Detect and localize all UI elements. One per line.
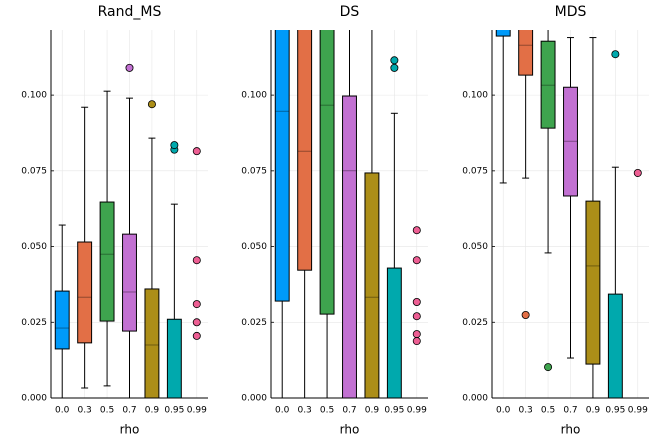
x-tick-label: 0.95 — [164, 406, 184, 416]
box — [99, 201, 115, 322]
box — [364, 172, 380, 398]
x-tick-label: 0.9 — [586, 406, 601, 416]
x-axis-label: rho — [340, 423, 360, 437]
box — [585, 200, 601, 365]
x-tick-label: 0.99 — [407, 406, 427, 416]
outlier — [412, 256, 421, 265]
x-tick-label: 0.0 — [55, 406, 70, 416]
y-tick-label: 0.050 — [241, 242, 267, 252]
outlier — [412, 330, 421, 339]
subplot: DS rho 0.000 0.025 0.050 0.075 0.100 0.0 0.3 0.5 0… — [241, 4, 428, 437]
box — [297, 30, 313, 271]
x-tick-label: 0.95 — [605, 406, 625, 416]
box — [518, 30, 534, 76]
box — [166, 318, 182, 398]
box — [607, 293, 623, 398]
x-tick-label: 0.3 — [77, 406, 91, 416]
box — [495, 30, 511, 37]
x-tick-label: 0.5 — [541, 406, 555, 416]
outlier — [192, 318, 201, 327]
outlier — [544, 363, 553, 372]
x-tick-label: 0.7 — [563, 406, 577, 416]
x-tick-label: 0.99 — [187, 406, 207, 416]
outlier — [633, 168, 642, 177]
y-tick-label: 0.075 — [241, 166, 267, 176]
outlier — [611, 50, 620, 59]
x-tick-label: 0.0 — [496, 406, 511, 416]
subplot: MDS rho 0.000 0.025 0.050 0.075 0.100 0.0 0.3 0.5… — [462, 4, 649, 437]
box — [319, 30, 335, 315]
x-tick-label: 0.7 — [342, 406, 356, 416]
box — [144, 288, 160, 398]
outlier — [192, 331, 201, 340]
outlier — [192, 147, 201, 156]
box — [563, 86, 578, 197]
x-tick-label: 0.3 — [518, 406, 532, 416]
outlier — [390, 63, 399, 72]
x-tick-label: 0.95 — [384, 406, 404, 416]
box — [54, 290, 70, 350]
y-tick-label: 0.050 — [21, 242, 47, 252]
outlier — [170, 141, 179, 150]
y-tick-label: 0.100 — [21, 91, 47, 101]
y-tick-label: 0.025 — [241, 318, 267, 328]
subplot-title: DS — [340, 4, 360, 20]
plot-area — [274, 30, 421, 398]
outlier — [412, 312, 421, 321]
outlier — [192, 256, 201, 265]
y-tick-label: 0.000 — [241, 394, 267, 404]
x-tick-label: 0.0 — [275, 406, 290, 416]
box — [386, 267, 402, 398]
box — [274, 30, 290, 302]
plot-area — [54, 63, 201, 398]
y-tick-label: 0.100 — [241, 91, 267, 101]
outlier — [192, 300, 201, 309]
y-tick-label: 0.000 — [21, 394, 47, 404]
subplot-title: Rand_MS — [98, 4, 162, 20]
box — [77, 241, 93, 344]
x-tick-label: 0.9 — [365, 406, 380, 416]
y-tick-label: 0.075 — [21, 166, 47, 176]
outlier — [412, 226, 421, 235]
y-tick-label: 0.000 — [462, 394, 488, 404]
x-tick-label: 0.9 — [145, 406, 160, 416]
subplot-title: MDS — [555, 4, 587, 20]
outlier — [412, 337, 421, 346]
x-tick-label: 0.5 — [100, 406, 114, 416]
outlier — [521, 311, 530, 320]
y-tick-label: 0.075 — [462, 166, 488, 176]
x-tick-label: 0.5 — [320, 406, 334, 416]
x-tick-label: 0.3 — [297, 406, 311, 416]
box — [122, 233, 137, 332]
x-axis-label: rho — [120, 423, 140, 437]
outlier — [412, 297, 421, 306]
y-tick-label: 0.050 — [462, 242, 488, 252]
y-tick-label: 0.100 — [462, 91, 488, 101]
box — [540, 40, 556, 129]
x-tick-label: 0.99 — [628, 406, 648, 416]
plot-area — [495, 30, 642, 398]
outlier — [125, 63, 134, 72]
x-axis-label: rho — [561, 423, 581, 437]
y-tick-label: 0.025 — [21, 318, 47, 328]
outlier — [147, 100, 156, 109]
outlier — [390, 56, 399, 65]
box — [342, 95, 357, 398]
x-tick-label: 0.7 — [122, 406, 136, 416]
y-tick-label: 0.025 — [462, 318, 488, 328]
